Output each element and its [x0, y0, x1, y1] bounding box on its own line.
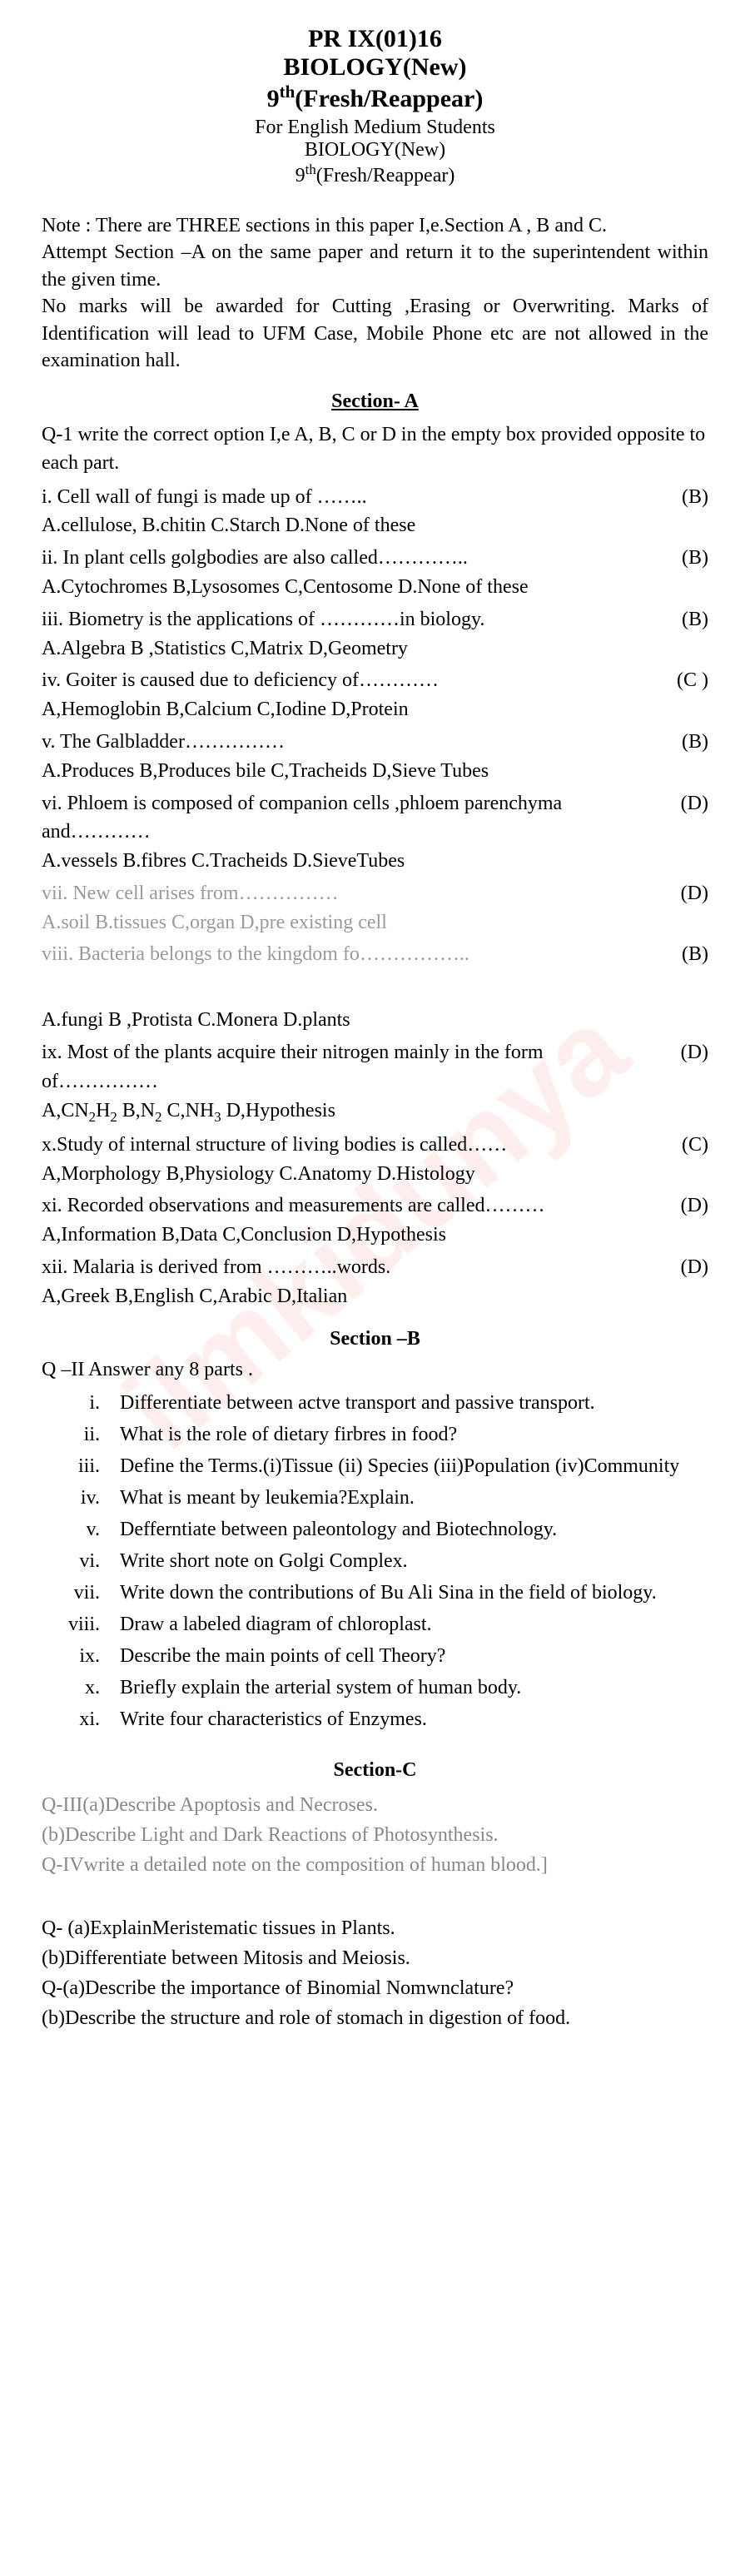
part-text: Write four characteristics of Enzymes. — [120, 1704, 708, 1734]
list-item: iv.What is meant by leukemia?Explain. — [42, 1483, 708, 1513]
mcq-options: A.cellulose, B.chitin C.Starch D.None of… — [42, 511, 708, 540]
mcq-answer: (B) — [658, 483, 708, 512]
mcq-question: v. The Galbladder…………… — [42, 728, 658, 757]
subject-repeat: BIOLOGY(New) — [42, 139, 708, 162]
list-item: x.Briefly explain the arterial system of… — [42, 1673, 708, 1703]
medium-line: For English Medium Students — [42, 117, 708, 139]
mcq-answer: (D) — [658, 789, 708, 818]
part-number: vii. — [42, 1578, 120, 1608]
section-b-parts: i.Differentiate between actve transport … — [42, 1388, 708, 1734]
section-a-title: Section- A — [42, 390, 708, 413]
mcq-options: A,Morphology B,Physiology C.Anatomy D.Hi… — [42, 1160, 708, 1189]
mcq-options: A.Produces B,Produces bile C,Tracheids D… — [42, 757, 708, 786]
mcq-list-2: A.fungi B ,Protista C.Monera D.plants ix.… — [42, 1006, 708, 1310]
mcq-options: A,CN2H2 B,N2 C,NH3 D,Hypothesis — [42, 1097, 708, 1127]
mcq-question: xi. Recorded observations and measuremen… — [42, 1191, 658, 1221]
part-number: x. — [42, 1673, 120, 1703]
mcq-answer: (B) — [658, 940, 708, 969]
mcq-question: ii. In plant cells golgbodies are also c… — [42, 544, 658, 573]
section-c-body: Q-III(a)Describe Apoptosis and Necroses.… — [42, 1790, 708, 1880]
mcq-answer: (C) — [658, 1131, 708, 1160]
section-c-line: Q-IVwrite a detailed note on the composi… — [42, 1850, 708, 1880]
mcq-options: A,Hemoglobin B,Calcium C,Iodine D,Protei… — [42, 695, 708, 724]
part-number: iv. — [42, 1483, 120, 1513]
mcq-question: vi. Phloem is composed of companion cell… — [42, 789, 658, 848]
mcq-answer: (D) — [658, 1191, 708, 1221]
list-item: i.Differentiate between actve transport … — [42, 1388, 708, 1418]
mcq-question: x.Study of internal structure of living … — [42, 1131, 658, 1160]
mcq-question: iv. Goiter is caused due to deficiency o… — [42, 666, 658, 695]
mcq-question: xii. Malaria is derived from ………..words. — [42, 1253, 658, 1282]
final-line: Q-(a)Describe the importance of Binomial… — [42, 1973, 708, 2003]
mcq-options: A.fungi B ,Protista C.Monera D.plants — [42, 1006, 708, 1035]
list-item: xi.Write four characteristics of Enzymes… — [42, 1704, 708, 1734]
section-c-line: (b)Describe Light and Dark Reactions of … — [42, 1820, 708, 1850]
list-item: viii.Draw a labeled diagram of chloropla… — [42, 1609, 708, 1639]
mcq-answer: (C ) — [658, 666, 708, 695]
q2-intro: Q –II Answer any 8 parts . — [42, 1359, 708, 1381]
list-item: vi.Write short note on Golgi Complex. — [42, 1546, 708, 1576]
part-text: What is the role of dietary firbres in f… — [120, 1420, 708, 1450]
final-line: Q- (a)ExplainMeristematic tissues in Pla… — [42, 1913, 708, 1943]
part-number: i. — [42, 1388, 120, 1418]
part-text: Write down the contributions of Bu Ali S… — [120, 1578, 708, 1608]
list-item: vii.Write down the contributions of Bu A… — [42, 1578, 708, 1608]
mcq-options: A.Algebra B ,Statistics C,Matrix D,Geome… — [42, 634, 708, 664]
mcq-answer: (B) — [658, 728, 708, 757]
section-c-line: Q-III(a)Describe Apoptosis and Necroses. — [42, 1790, 708, 1820]
mcq-question: iii. Biometry is the applications of ………… — [42, 605, 658, 634]
q1-intro: Q-1 write the correct option I,e A, B, C… — [42, 421, 708, 477]
part-number: ix. — [42, 1641, 120, 1671]
part-text: Describe the main points of cell Theory? — [120, 1641, 708, 1671]
mcq-options: A,Greek B,English C,Arabic D,Italian — [42, 1282, 708, 1311]
list-item: iii.Define the Terms.(i)Tissue (ii) Spec… — [42, 1451, 708, 1481]
mcq-options: A.Cytochromes B,Lysosomes C,Centosome D.… — [42, 573, 708, 602]
subject-title: BIOLOGY(New) — [42, 53, 708, 82]
mcq-question: viii. Bacteria belongs to the kingdom fo… — [42, 940, 658, 969]
list-item: v.Defferntiate between paleontology and … — [42, 1514, 708, 1544]
exam-header: PR IX(01)16 BIOLOGY(New) 9th(Fresh/Reapp… — [42, 25, 708, 187]
mcq-answer: (D) — [658, 879, 708, 908]
list-item: ix.Describe the main points of cell Theo… — [42, 1641, 708, 1671]
final-line: (b)Describe the structure and role of st… — [42, 2003, 708, 2033]
part-text: Differentiate between actve transport an… — [120, 1388, 708, 1418]
mcq-options: A.soil B.tissues C,organ D,pre existing … — [42, 908, 708, 937]
grade-line: 9th(Fresh/Reappear) — [42, 82, 708, 113]
part-number: vi. — [42, 1546, 120, 1576]
part-number: xi. — [42, 1704, 120, 1734]
list-item: ii.What is the role of dietary firbres i… — [42, 1420, 708, 1450]
mcq-answer: (D) — [658, 1038, 708, 1067]
part-text: Draw a labeled diagram of chloroplast. — [120, 1609, 708, 1639]
mcq-list-1: i. Cell wall of fungi is made up of ……..… — [42, 483, 708, 970]
mcq-answer: (B) — [658, 605, 708, 634]
mcq-options: A,Information B,Data C,Conclusion D,Hypo… — [42, 1221, 708, 1250]
instructions-note: Note : There are THREE sections in this … — [42, 212, 708, 374]
final-line: (b)Differentiate between Mitosis and Mei… — [42, 1943, 708, 1973]
part-number: viii. — [42, 1609, 120, 1639]
mcq-answer: (B) — [658, 544, 708, 573]
mcq-question: vii. New cell arises from…………… — [42, 879, 658, 908]
mcq-question: i. Cell wall of fungi is made up of …….. — [42, 483, 658, 512]
part-number: v. — [42, 1514, 120, 1544]
mcq-options: A.vessels B.fibres C.Tracheids D.SieveTu… — [42, 847, 708, 876]
mcq-answer: (D) — [658, 1253, 708, 1282]
section-c-title: Section-C — [42, 1759, 708, 1782]
section-b-title: Section –B — [42, 1328, 708, 1350]
part-text: What is meant by leukemia?Explain. — [120, 1483, 708, 1513]
part-text: Write short note on Golgi Complex. — [120, 1546, 708, 1576]
part-number: iii. — [42, 1451, 120, 1481]
part-text: Define the Terms.(i)Tissue (ii) Species … — [120, 1451, 708, 1481]
final-questions: Q- (a)ExplainMeristematic tissues in Pla… — [42, 1913, 708, 2033]
mcq-question: ix. Most of the plants acquire their nit… — [42, 1038, 658, 1097]
part-text: Briefly explain the arterial system of h… — [120, 1673, 708, 1703]
grade-repeat: 9th(Fresh/Reappear) — [42, 162, 708, 187]
part-text: Defferntiate between paleontology and Bi… — [120, 1514, 708, 1544]
paper-code: PR IX(01)16 — [42, 25, 708, 53]
part-number: ii. — [42, 1420, 120, 1450]
